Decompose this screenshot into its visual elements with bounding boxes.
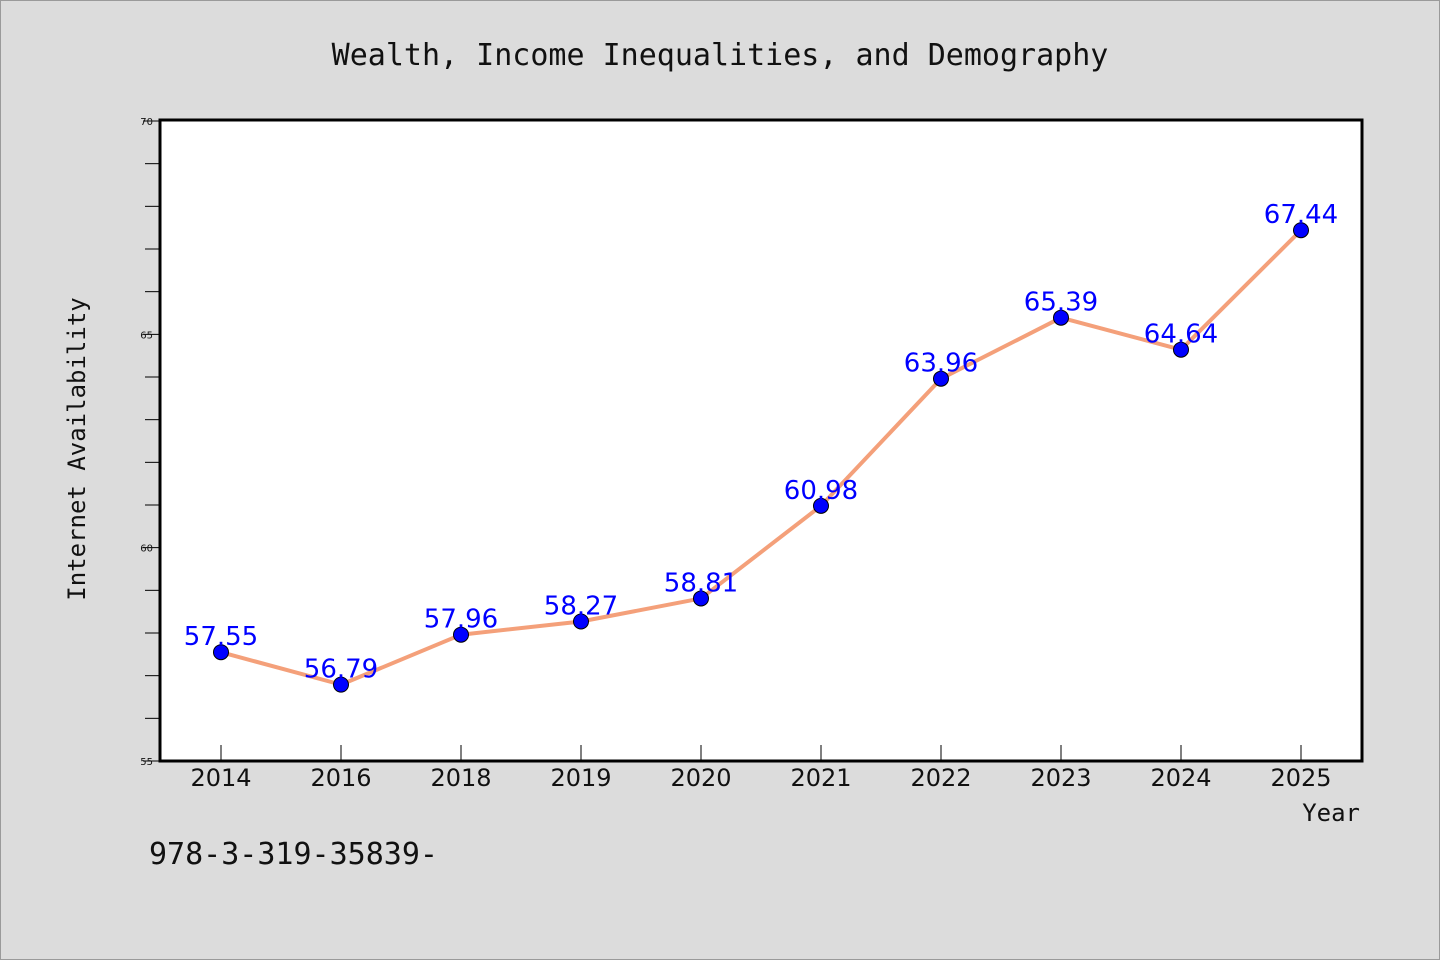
data-point	[1053, 309, 1069, 326]
data-point	[573, 613, 589, 630]
data-label: 67.44	[1264, 200, 1338, 230]
y-axis-ticks: 55 60 65 70	[140, 117, 161, 768]
series-line	[219, 228, 1303, 687]
chart-title: Wealth, Income Inequalities, and Demogra…	[332, 38, 1109, 73]
x-tick-label: 2020	[670, 764, 731, 792]
data-point	[813, 497, 829, 514]
y-tick-label: 55	[140, 757, 153, 768]
x-tick-label: 2018	[430, 764, 491, 792]
plot-area	[158, 118, 1364, 763]
data-point	[933, 370, 949, 387]
x-axis-ticks: 2014 2016 2018 2019 2020 2021 2022 2023 2024 2025	[190, 745, 1332, 792]
data-label: 65.39	[1024, 288, 1098, 318]
data-point	[453, 626, 469, 643]
data-label: 64.64	[1144, 320, 1218, 350]
y-tick-label: 65	[140, 330, 153, 341]
footnote-isbn: 978-3-319-35839-	[149, 837, 438, 872]
x-tick-label: 2025	[1270, 764, 1331, 792]
x-axis-label: Year	[1302, 799, 1360, 827]
y-tick-label: 70	[140, 117, 153, 128]
data-point	[693, 590, 709, 607]
series-group: 57.55 56.79 57.96 58.27 58.81 60.98 63.96 65.39…	[184, 200, 1338, 693]
data-label: 56.79	[304, 655, 378, 685]
x-tick-label: 2023	[1030, 764, 1091, 792]
y-axis-label: Internet Availability	[63, 297, 91, 600]
data-label: 57.96	[424, 605, 498, 635]
data-label: 57.55	[184, 622, 258, 652]
x-tick-label: 2024	[1150, 764, 1211, 792]
data-label: 58.81	[664, 568, 738, 598]
data-point	[1293, 222, 1309, 239]
x-tick-label: 2022	[910, 764, 971, 792]
data-point	[333, 676, 349, 693]
x-tick-label: 2016	[310, 764, 371, 792]
x-tick-label: 2014	[190, 764, 251, 792]
data-point	[213, 644, 229, 661]
y-tick-label: 60	[140, 544, 153, 555]
data-label: 60.98	[784, 476, 858, 506]
x-tick-label: 2021	[790, 764, 851, 792]
x-tick-label: 2019	[550, 764, 611, 792]
data-label: 63.96	[904, 349, 978, 379]
data-label: 58.27	[544, 591, 618, 621]
data-point	[1173, 341, 1189, 358]
